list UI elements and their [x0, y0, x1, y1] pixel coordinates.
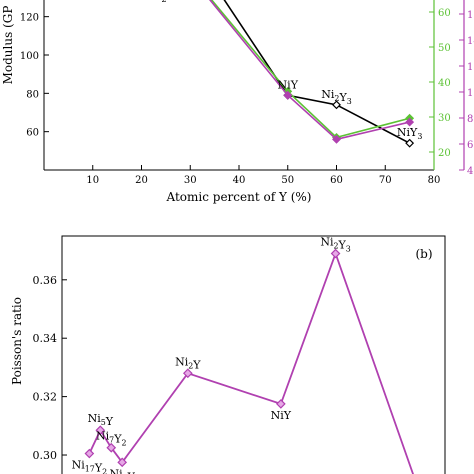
y-tick-label: 0.36	[33, 274, 58, 287]
magenta-axis-tick-label: 100	[467, 88, 474, 99]
green-axis-tick-label: 40	[438, 78, 451, 89]
x-tick-label: 60	[330, 175, 343, 186]
y-axis-title: Modulus (GP	[1, 6, 15, 85]
series-marker	[332, 134, 341, 144]
y-tick-label: 80	[26, 89, 39, 100]
green-axis-tick-label: 60	[438, 8, 451, 19]
series-line	[209, 0, 410, 141]
poisson-line	[88, 250, 414, 474]
point-label: NiY	[271, 409, 292, 422]
x-tick-label: 50	[281, 175, 294, 186]
x-tick-label: 80	[428, 175, 441, 186]
green-axis-tick-label: 30	[438, 113, 451, 124]
point-label: Ni3Y	[109, 467, 135, 474]
poisson-marker	[95, 425, 106, 436]
green-axis-tick-label: 20	[438, 148, 451, 159]
y-axis-title: Poisson's ratio	[10, 297, 24, 385]
series-marker	[332, 100, 341, 110]
poisson-marker	[106, 442, 117, 453]
poisson-marker	[182, 368, 193, 379]
point-label: NiY3	[397, 126, 422, 141]
point-label: NiY	[278, 78, 299, 91]
point-label: Ni2Y3	[320, 236, 350, 254]
y-tick-label: 0.30	[33, 449, 58, 462]
plot-frame	[61, 235, 446, 474]
series-marker	[283, 90, 293, 100]
magenta-axis-tick-label: 40	[467, 166, 474, 177]
x-tick-label: 20	[135, 175, 148, 186]
poisson-marker	[330, 248, 341, 259]
x-tick-label: 10	[86, 175, 99, 186]
poisson-marker	[84, 448, 95, 459]
panel-label: (b)	[415, 247, 432, 261]
series-marker	[405, 117, 415, 127]
panel-b-chart: 0.30 0.32 0.34 0.36 Poisson's ratio (b) Ni17Y2…	[10, 235, 446, 474]
x-tick-label: 40	[233, 175, 246, 186]
green-axis-tick-label: 50	[438, 43, 451, 54]
point-label: Ni17Y2	[72, 459, 108, 474]
series-group	[84, 248, 414, 474]
magenta-axis-tick-label: 140	[467, 36, 474, 47]
point-label: Ni5Y	[88, 412, 114, 428]
x-tick-label: 70	[379, 175, 392, 186]
point-label: Ni2Y3	[321, 88, 351, 106]
x-tick-label: 30	[184, 175, 197, 186]
poisson-marker	[276, 399, 286, 409]
x-axis-title: Atomic percent of Y (%)	[166, 190, 312, 204]
y-tick-label: 0.34	[33, 332, 58, 345]
magenta-axis-tick-label: 80	[467, 114, 474, 125]
point-label: Ni7Y2	[136, 0, 166, 4]
series-marker	[405, 138, 415, 148]
y-tick-label: 120	[20, 13, 39, 24]
point-label: Ni2Y	[175, 355, 201, 371]
y-tick-label: 0.32	[33, 391, 58, 404]
y-tick-label: 60	[26, 128, 39, 139]
series-line	[223, 0, 410, 144]
y-tick-label: 100	[20, 51, 39, 62]
magenta-axis-tick-label: 160	[467, 10, 474, 21]
magenta-axis-tick-label: 60	[467, 140, 474, 151]
series-line	[210, 0, 410, 139]
panel-a-chart: 10 20 30 40 50 60 70 80 60 80 100 120 140 Atomic perc…	[1, 0, 474, 204]
magenta-axis-tick-label: 120	[467, 62, 474, 73]
series-group	[209, 0, 415, 148]
poisson-marker	[117, 457, 128, 468]
point-label: Ni7Y2	[96, 430, 126, 448]
